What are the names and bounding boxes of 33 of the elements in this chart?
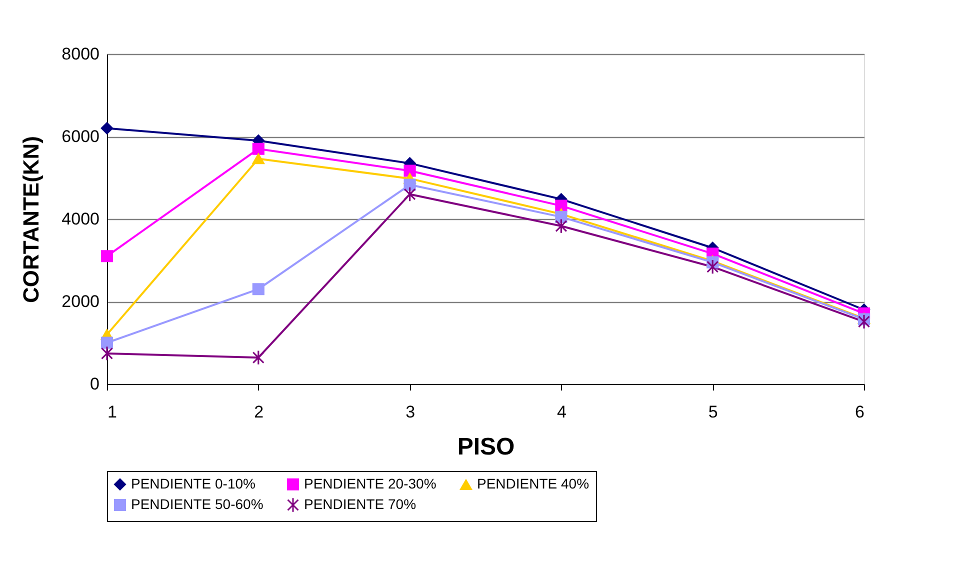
- legend-label: PENDIENTE 20-30%: [304, 475, 436, 492]
- point: [252, 142, 264, 155]
- point: [404, 186, 416, 202]
- legend-label: PENDIENTE 0-10%: [131, 475, 256, 492]
- y-tick-label: 2000: [62, 292, 100, 311]
- y-tick-label: 0: [90, 374, 100, 394]
- x-axis-title: PISO: [457, 434, 515, 460]
- y-axis-title: CORTANTE(KN): [18, 136, 44, 304]
- point: [252, 283, 264, 296]
- x-tick-label: 3: [406, 402, 416, 422]
- point: [404, 164, 416, 177]
- x-tick-label: 5: [708, 402, 718, 422]
- point: [100, 336, 114, 349]
- x-tick-label: 2: [254, 402, 264, 422]
- y-tick-label: 4000: [62, 210, 100, 228]
- point: [100, 122, 114, 134]
- legend-label: PENDIENTE 50-60%: [131, 496, 264, 512]
- x-tick-label: 4: [556, 402, 566, 422]
- y-tick-label: 8000: [62, 44, 100, 64]
- point: [555, 218, 568, 234]
- point: [252, 153, 264, 164]
- point: [404, 178, 416, 191]
- point: [555, 210, 568, 223]
- point: [858, 314, 870, 330]
- x-tick-label: 6: [855, 402, 864, 422]
- x-tick-label: 1: [108, 402, 117, 422]
- legend-label: PENDIENTE 70%: [304, 496, 416, 512]
- y-tick-label: 6000: [62, 127, 100, 146]
- point: [100, 250, 114, 262]
- point: [706, 259, 719, 274]
- point: [252, 350, 264, 366]
- legend-label: PENDIENTE 40%: [477, 476, 590, 492]
- point: [100, 346, 114, 362]
